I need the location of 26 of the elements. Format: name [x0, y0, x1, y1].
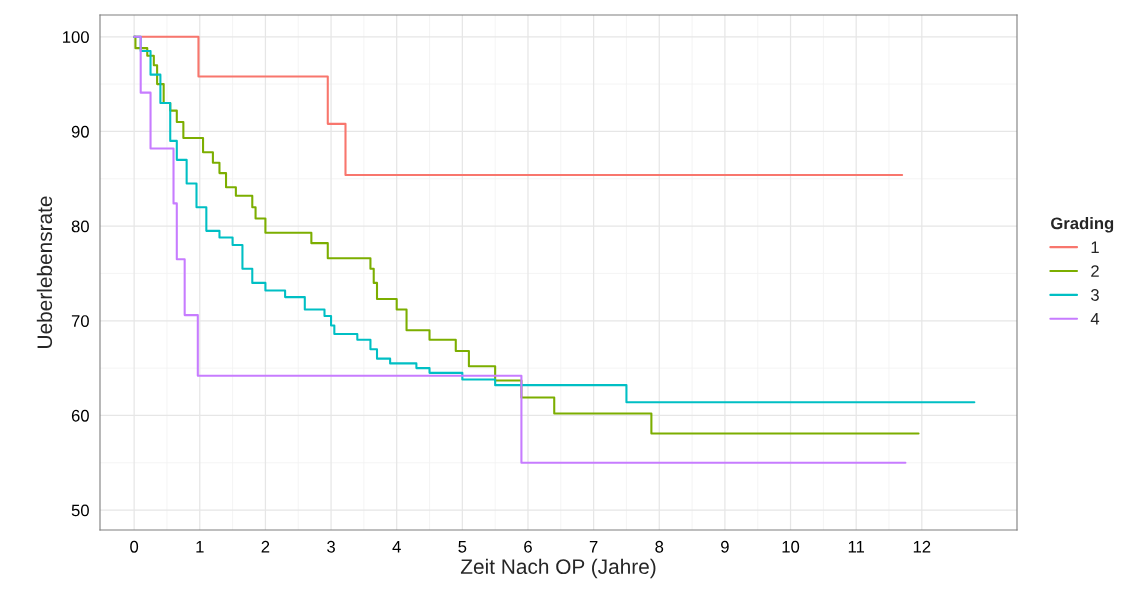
x-tick-label: 8	[655, 540, 664, 553]
x-tick-label: 7	[589, 541, 598, 553]
y-tick-label: 60	[71, 409, 89, 422]
y-tick-label: 90	[71, 125, 89, 138]
legend-label: 4	[1090, 313, 1100, 325]
y-tick-label: 80	[71, 220, 89, 233]
legend-title: Grading	[1051, 216, 1114, 233]
x-tick-label: 2	[261, 540, 270, 553]
x-tick-label: 4	[392, 541, 401, 553]
legend-label: 1	[1091, 241, 1099, 253]
x-tick-label: 6	[524, 540, 532, 553]
y-axis-title: Ueberlebensrate	[36, 196, 53, 348]
x-tick-label: 3	[327, 540, 335, 553]
legend-label: 2	[1091, 265, 1099, 277]
x-tick-label: 9	[721, 540, 729, 553]
x-tick-label: 0	[130, 540, 139, 553]
x-tick-label: 5	[458, 541, 467, 553]
x-tick-label: 10	[782, 540, 800, 553]
y-tick-label: 50	[71, 504, 89, 517]
x-axis-title: Zeit Nach OP (Jahre)	[460, 558, 656, 579]
x-tick-label: 12	[913, 540, 931, 553]
y-tick-label: 70	[71, 315, 89, 327]
x-tick-label: 11	[848, 541, 865, 553]
y-tick-label: 100	[63, 31, 89, 43]
x-tick-label: 1	[196, 541, 204, 553]
legend-label: 3	[1090, 289, 1099, 301]
